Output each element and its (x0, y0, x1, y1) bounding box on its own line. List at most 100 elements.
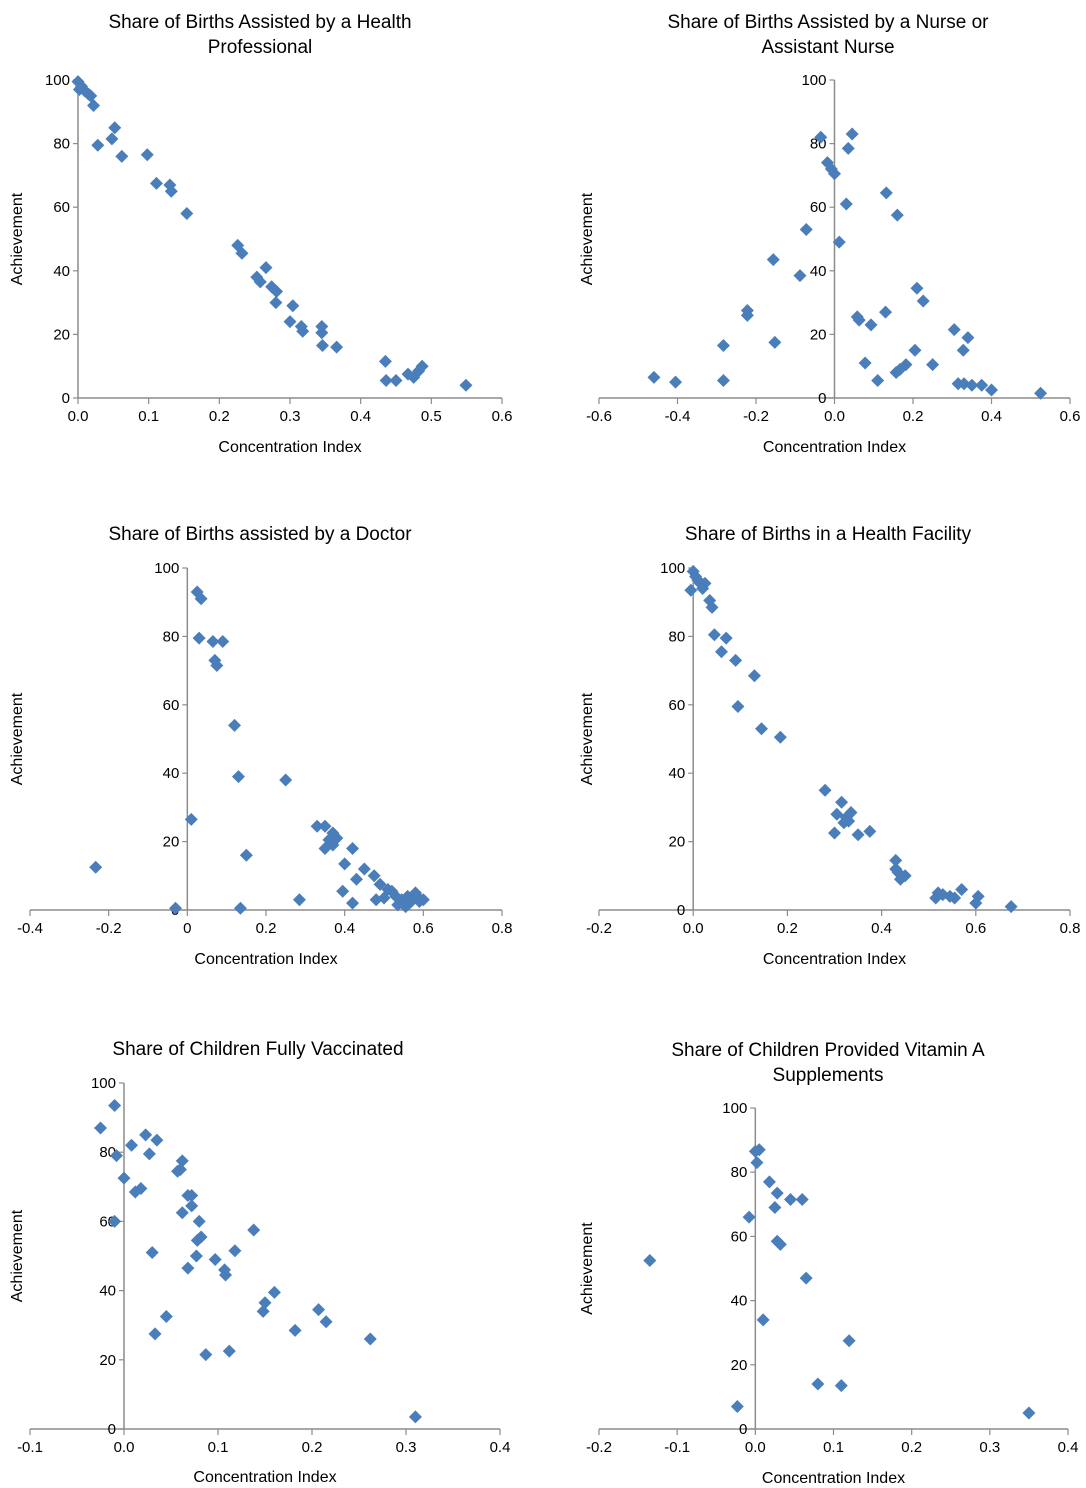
x-tick-label: 0.0 (114, 1439, 135, 1456)
data-point (947, 323, 961, 337)
data-point (844, 806, 858, 820)
data-point (858, 356, 872, 370)
data-point (270, 284, 284, 298)
chart-title: Share of Births Assisted by a Health (108, 12, 411, 33)
x-tick-label: 0.4 (1058, 1439, 1079, 1456)
y-tick-label: 100 (91, 1075, 116, 1092)
data-point (233, 901, 247, 915)
data-point (159, 1310, 173, 1324)
x-axis-label: Concentration Index (218, 439, 361, 456)
data-point (698, 576, 712, 590)
y-tick-label: 60 (53, 199, 70, 216)
data-point (773, 730, 787, 744)
x-tick-label: 0.4 (871, 920, 892, 937)
y-tick-label: 20 (99, 1352, 116, 1369)
scatter-panel-5: Share of Children Fully Vaccinated -0.1 0.… (9, 1039, 510, 1486)
data-point (643, 1253, 657, 1267)
data-point (1034, 386, 1048, 400)
data-point (108, 121, 122, 135)
x-tick-label: 0.3 (979, 1439, 1000, 1456)
data-point (415, 359, 429, 373)
data-point (730, 1400, 744, 1414)
x-tick-label: 0.4 (490, 1439, 511, 1456)
data-point (84, 89, 98, 103)
data-point (367, 869, 381, 883)
data-point (164, 184, 178, 198)
y-tick-label: 20 (810, 326, 827, 343)
data-point (216, 635, 230, 649)
x-tick-label: -0.2 (96, 920, 122, 937)
data-point (222, 1344, 236, 1358)
x-axis-label: Concentration Index (194, 951, 337, 968)
x-axis-label: Concentration Index (193, 1469, 336, 1486)
data-point (669, 375, 683, 389)
data-point (965, 378, 979, 392)
data-point (841, 141, 855, 155)
data-point (87, 98, 101, 112)
data-point (208, 1252, 222, 1266)
data-point (149, 176, 163, 190)
y-tick-label: 100 (801, 72, 826, 89)
data-point (336, 884, 350, 898)
x-tick-label: 0.5 (421, 408, 442, 425)
data-point (134, 1182, 148, 1196)
data-point (283, 315, 297, 329)
data-point (828, 826, 841, 840)
data-point (793, 269, 807, 283)
data-point (296, 324, 310, 338)
y-tick-label: 40 (163, 765, 180, 782)
data-point (818, 783, 832, 797)
x-axis-label: Concentration Index (763, 439, 906, 456)
data-point (142, 1147, 156, 1161)
data-point (834, 1379, 848, 1393)
y-tick-label: 40 (810, 263, 827, 280)
data-point (199, 1348, 213, 1362)
data-point (189, 1249, 203, 1263)
data-point (228, 718, 242, 732)
y-tick-label: 0 (108, 1421, 116, 1438)
data-point (310, 819, 324, 833)
data-point (210, 658, 224, 672)
data-point (985, 383, 998, 397)
data-point (379, 374, 393, 388)
data-point (948, 891, 962, 905)
data-point (91, 138, 105, 152)
data-point (852, 313, 866, 327)
x-tick-label: 0.3 (396, 1439, 417, 1456)
y-tick-label: 20 (669, 834, 686, 851)
data-point (811, 1377, 825, 1391)
x-tick-label: 0.2 (302, 1439, 323, 1456)
chart-title: Professional (208, 37, 313, 58)
x-tick-label: 0.4 (350, 408, 371, 425)
data-point (194, 1230, 208, 1244)
y-axis-label: Achievement (9, 1209, 26, 1302)
x-tick-label: -0.4 (17, 920, 43, 937)
x-tick-label: 0.0 (824, 408, 845, 425)
data-point (956, 343, 970, 357)
data-point (750, 1156, 764, 1170)
data-point (256, 1304, 270, 1318)
data-point (115, 149, 129, 163)
x-tick-label: 0.3 (280, 408, 301, 425)
data-point (879, 186, 893, 200)
data-point (766, 253, 780, 267)
chart-title: Supplements (773, 1065, 884, 1086)
x-tick-label: -0.1 (17, 1439, 43, 1456)
x-tick-label: 0.6 (1060, 408, 1081, 425)
y-tick-label: 100 (45, 72, 70, 89)
data-point (330, 340, 344, 354)
data-point (740, 308, 754, 322)
data-point (752, 1143, 766, 1157)
data-point (770, 1186, 784, 1200)
data-point (742, 1210, 756, 1224)
data-point (795, 1192, 809, 1206)
data-point (378, 354, 392, 368)
x-tick-label: 0.1 (138, 408, 159, 425)
data-point (851, 828, 865, 842)
scatter-panel-6: Share of Children Provided Vitamin A Supp… (579, 1040, 1078, 1487)
data-point (756, 1313, 770, 1327)
data-point (363, 1332, 377, 1346)
data-point (408, 1410, 422, 1424)
data-point (955, 882, 969, 896)
x-tick-label: -0.2 (586, 920, 612, 937)
